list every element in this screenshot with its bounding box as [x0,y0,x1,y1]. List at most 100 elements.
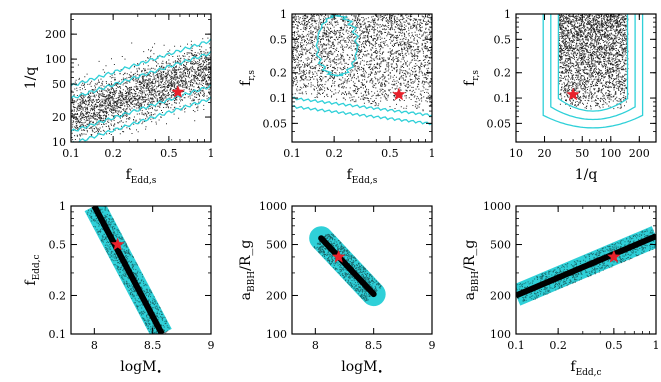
y-axis-label: aBBH/R_g [462,240,481,301]
x-tick-label: 20 [538,147,552,160]
x-tick-label: 0.1 [507,339,525,352]
plot-frame [515,205,657,335]
contour-line [292,104,432,126]
scatter-points [71,37,211,142]
contour-line [542,14,644,129]
scatter-points [313,233,382,302]
panel-2: 0.1 0.2 0.5 1 0.05 0.1 0.2 0.5 1 fEdd,s fr,s [238,8,436,186]
x-tick-label: 0.1 [62,147,80,160]
best-fit-star [332,249,346,263]
y-tick-label: 1 [504,8,511,21]
panel-4: 8 8.5 9 0.1 0.2 0.5 1 logM• fEdd,c [23,200,215,378]
contour-line [292,96,432,118]
x-tick-label: 9 [208,339,215,352]
x-axis-label: 1/q [575,167,598,183]
x-tick-label: 0.5 [605,339,623,352]
x-tick-label: 8.5 [365,339,383,352]
x-tick-label: 1 [429,147,436,160]
x-tick-label: 8 [312,339,319,352]
contour-line [71,50,211,99]
plot-area [516,226,656,306]
best-fit-star [607,249,621,263]
y-axis-label: fEdd,c [23,254,42,285]
panel-3: 10 20 50 100 200 0.05 0.1 0.2 0.5 1 1/q fr,s [462,8,657,183]
y-tick-label: 0.1 [270,92,288,105]
plot-area [292,14,432,126]
x-tick-label: 0.2 [549,339,567,352]
x-tick-label: 200 [629,147,650,160]
contour-line [71,83,211,133]
scatter-points [558,14,629,110]
y-tick-label: 0.2 [49,289,67,302]
best-fit-star [392,87,406,101]
y-tick-label: 0.1 [494,92,512,105]
y-axis-label: 1/q [23,67,39,90]
x-tick-label: 1 [208,147,215,160]
scatter-points [516,229,656,302]
x-axis-label: fEdd,s [347,167,378,186]
x-tick-label: 9 [429,339,436,352]
y-axis-label: fr,s [462,70,481,86]
contour-line [550,14,636,121]
y-tick-label: 500 [490,239,511,252]
y-tick-label: 0.2 [270,67,288,80]
plot-frame [291,205,433,335]
contour-line [71,38,211,87]
x-axis-label: fEdd,c [570,359,601,378]
y-tick-label: 0.5 [494,33,512,46]
y-tick-label: 1000 [483,200,511,213]
contour-line [557,14,629,112]
plot-frame [70,205,212,335]
y-tick-label: 200 [490,289,511,302]
x-tick-label: 1 [653,339,660,352]
best-fit-star [171,85,185,98]
y-tick-label: 100 [45,53,66,66]
y-tick-label: 50 [52,78,66,91]
plot-frame [515,13,657,143]
y-tick-label: 10 [52,136,66,149]
x-tick-label: 0.5 [160,147,178,160]
panel-6: 0.1 0.2 0.5 1 100 200 500 1000 fEdd,c aBBH/R_g [462,200,660,378]
plot-area [309,226,386,307]
x-tick-label: 50 [575,147,589,160]
plot-frame [70,13,212,143]
x-tick-label: 100 [600,147,621,160]
y-tick-label: 100 [266,328,287,341]
best-fit-star [566,87,580,101]
plot-area [542,14,644,129]
panel-5: 8 8.5 9 100 200 500 1000 logM• aBBH/R_g [238,200,436,378]
y-tick-label: 20 [52,111,66,124]
panel-1: 0.1 0.2 0.5 1 10 20 50 100 200 fEdd,s 1/q [23,13,215,186]
contour-line [72,96,211,142]
y-tick-label: 0.5 [270,33,288,46]
contour-line [315,15,360,77]
best-fit-star [111,237,125,251]
y-tick-label: 0.05 [487,117,512,130]
x-tick-label: 8.5 [144,339,162,352]
x-tick-label: 0.1 [283,147,301,160]
x-axis-label: logM• [120,359,162,378]
y-axis-label: aBBH/R_g [238,240,257,301]
y-tick-label: 0.2 [494,67,512,80]
y-tick-label: 0.5 [49,239,67,252]
y-tick-label: 100 [490,328,511,341]
x-tick-label: 8 [91,339,98,352]
y-tick-label: 1000 [259,200,287,213]
plot-area [71,37,211,142]
y-tick-label: 200 [45,28,66,41]
x-tick-label: 0.2 [104,147,122,160]
x-tick-label: 0.2 [325,147,343,160]
y-tick-label: 500 [266,239,287,252]
x-axis-label: logM• [341,359,383,378]
y-tick-label: 0.1 [49,328,67,341]
y-tick-label: 1 [59,200,66,213]
y-axis-label: fr,s [238,70,257,86]
scatter-points [292,14,432,112]
y-tick-label: 200 [266,289,287,302]
y-tick-label: 0.05 [263,117,288,130]
x-axis-label: fEdd,s [126,167,157,186]
y-tick-label: 1 [280,8,287,21]
plot-frame [291,13,433,143]
x-tick-label: 0.5 [381,147,399,160]
